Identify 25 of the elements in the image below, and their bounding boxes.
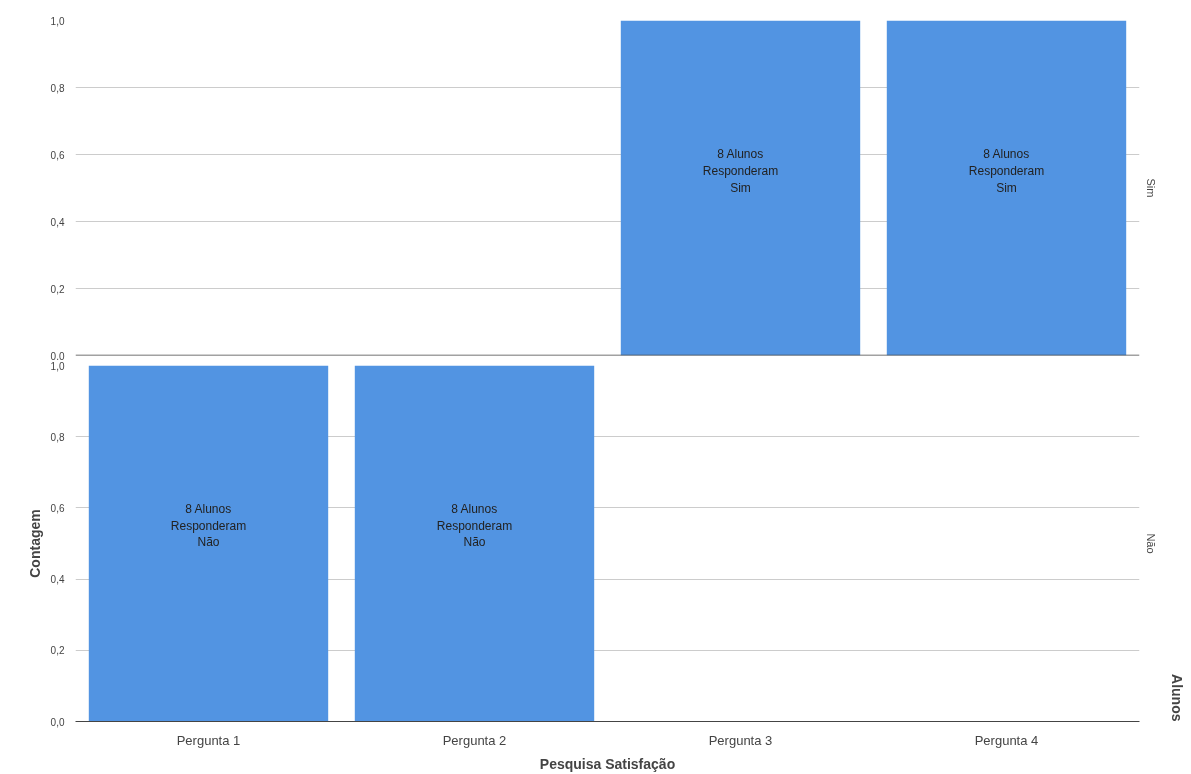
x-tick-label: Pergunta 3 (708, 732, 773, 748)
annotation: 8 Alunos Responderam Sim (702, 147, 779, 196)
annotation: 8 Alunos Responderam Sim (968, 147, 1045, 196)
x-axis-title: Pesquisa Satisfação (539, 755, 676, 772)
y-tick-label: 0,6 (50, 502, 65, 514)
y-tick-label: 0,4 (50, 574, 65, 586)
y-tick-label: 1,0 (50, 360, 65, 372)
y-tick-label: 0,4 (50, 216, 65, 228)
y2-axis-title: Não (1144, 533, 1157, 554)
y-axis-title: Contagem (26, 509, 43, 578)
y-tick-label: 0,2 (50, 283, 65, 295)
y2-axis-title: Sim (1144, 178, 1157, 198)
x-tick-label: Pergunta 4 (974, 732, 1039, 748)
y-tick-label: 0,0 (50, 350, 65, 362)
annotation: 8 Alunos Responderam Não (436, 501, 513, 550)
y-tick-label: 0,8 (50, 82, 65, 94)
x-tick-label: Pergunta 1 (176, 732, 241, 748)
y-tick-label: 0,0 (50, 716, 65, 728)
annotation: 8 Alunos Responderam Não (170, 501, 247, 550)
y-tick-label: 0,2 (50, 645, 65, 657)
x-tick-label: Pergunta 2 (442, 732, 507, 748)
y-tick-label: 0,6 (50, 149, 65, 161)
y-tick-label: 1,0 (50, 15, 65, 27)
y-tick-label: 0,8 (50, 431, 65, 443)
text: Alunos (1168, 674, 1185, 722)
